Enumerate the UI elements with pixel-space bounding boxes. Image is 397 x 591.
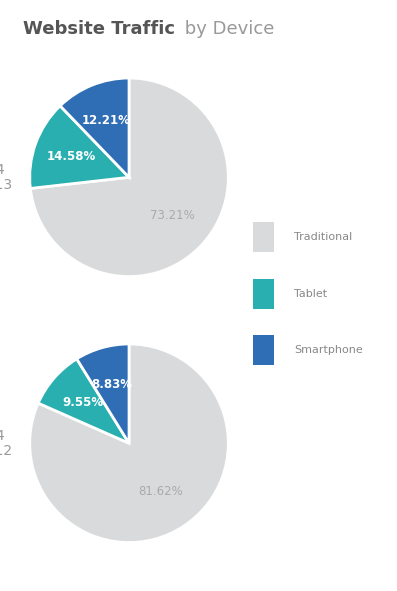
Text: 14.58%: 14.58% (46, 150, 96, 163)
Text: Traditional: Traditional (294, 232, 353, 242)
Text: Tablet: Tablet (294, 288, 327, 298)
Text: 8.83%: 8.83% (92, 378, 133, 391)
Text: Q4
2012: Q4 2012 (0, 428, 13, 459)
Wedge shape (30, 344, 228, 543)
Text: by Device: by Device (179, 20, 274, 38)
Text: 12.21%: 12.21% (81, 113, 131, 126)
Wedge shape (60, 78, 129, 177)
FancyBboxPatch shape (253, 222, 274, 252)
Wedge shape (77, 344, 129, 443)
Text: Website Traffic: Website Traffic (23, 20, 175, 38)
Text: Smartphone: Smartphone (294, 345, 363, 355)
Text: 73.21%: 73.21% (150, 209, 195, 222)
Wedge shape (30, 78, 228, 277)
FancyBboxPatch shape (253, 335, 274, 365)
FancyBboxPatch shape (253, 279, 274, 309)
Text: Q4
2013: Q4 2013 (0, 162, 13, 193)
Wedge shape (38, 359, 129, 443)
Text: 9.55%: 9.55% (62, 397, 103, 410)
Wedge shape (30, 106, 129, 189)
Text: 81.62%: 81.62% (138, 485, 183, 498)
